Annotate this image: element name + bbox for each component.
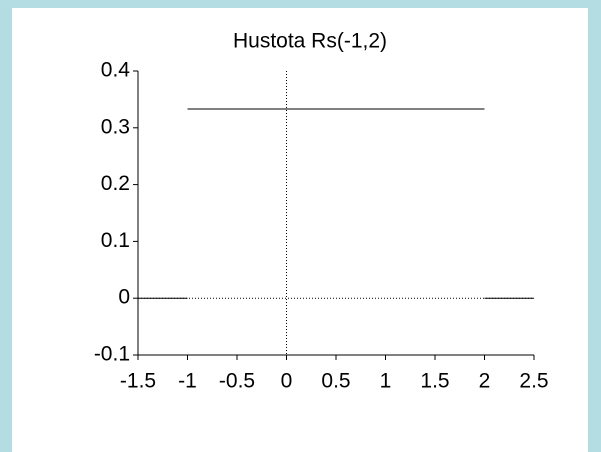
x-tick-label: -0.5: [219, 370, 255, 393]
y-tick-label: 0.3: [101, 115, 130, 138]
plot-panel: [12, 8, 588, 452]
x-tick-label: 1.5: [420, 370, 449, 393]
y-tick-label: 0.4: [101, 59, 131, 82]
y-tick-label: 0.2: [101, 172, 130, 195]
data-line: [138, 108, 534, 299]
x-tick-label: 0.5: [321, 370, 350, 393]
y-tick-label: 0: [118, 286, 130, 309]
x-tick-label: 2.5: [519, 370, 548, 393]
x-tick-label: -1.5: [120, 370, 156, 393]
y-tick-label: 0.1: [101, 229, 130, 252]
chart-title: Hustota Rs(-1,2): [233, 30, 387, 53]
y-tick-label: -0.1: [94, 343, 130, 366]
x-tick-label: 0: [281, 370, 293, 393]
x-tick-label: 1: [380, 370, 392, 393]
x-tick-label: -1: [178, 370, 197, 393]
x-tick-label: 2: [479, 370, 491, 393]
